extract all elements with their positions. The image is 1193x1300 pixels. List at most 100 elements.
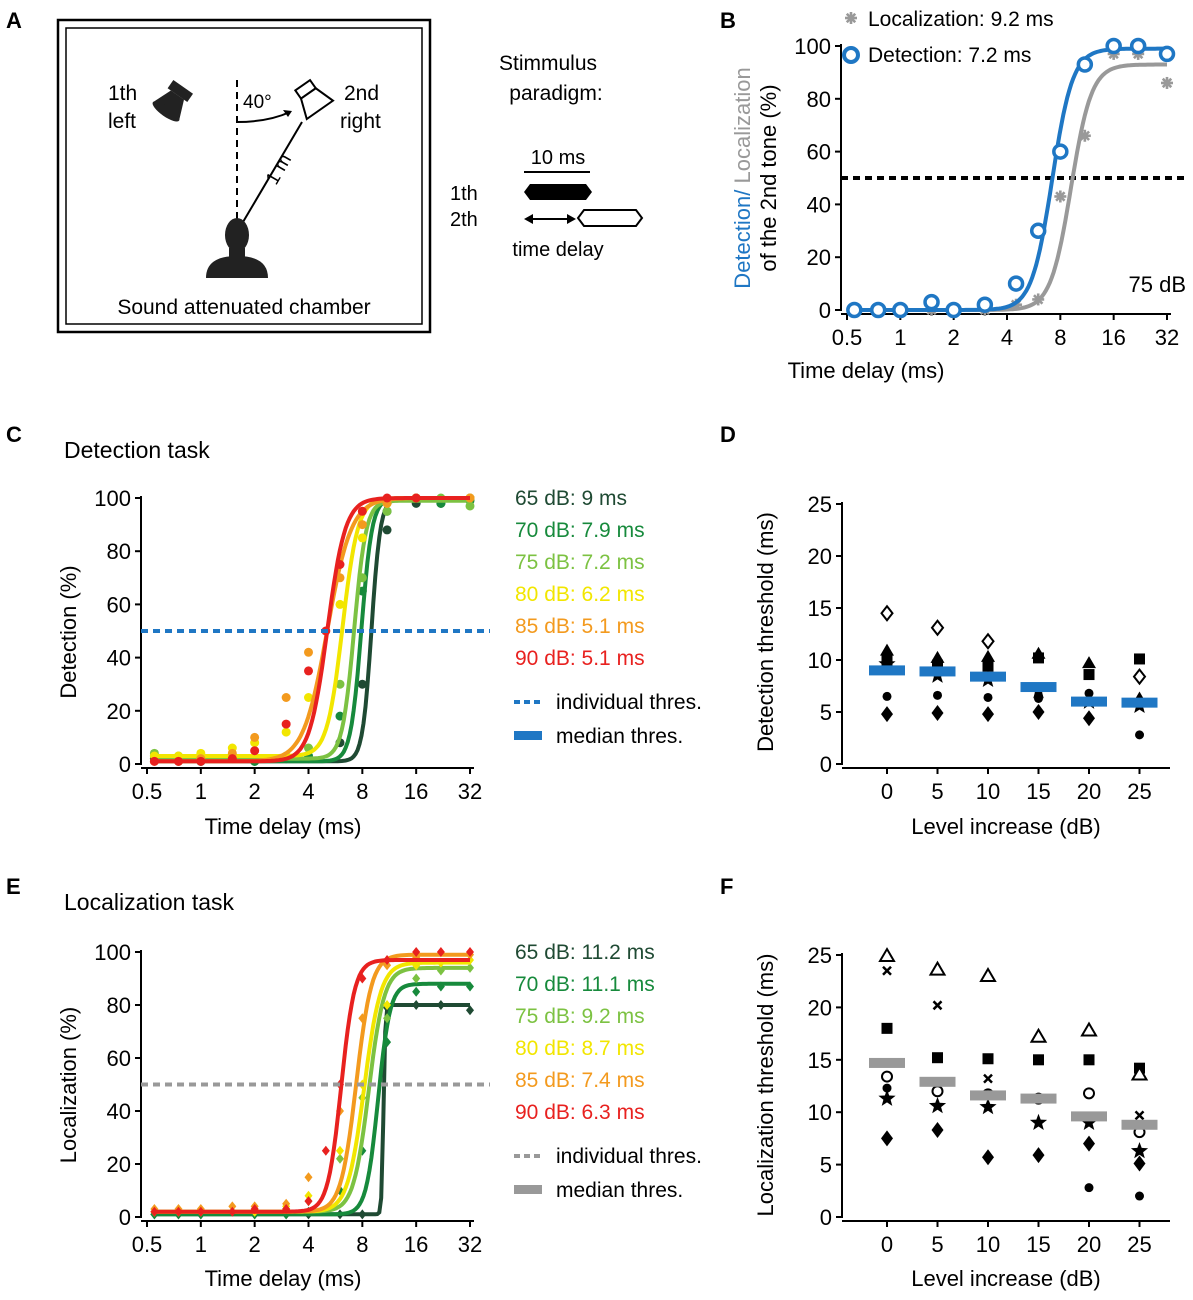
d-y-tick-label: 15	[808, 596, 832, 621]
speaker2-label-2: right	[340, 110, 381, 133]
b-ylabel-localization: Localization	[730, 67, 755, 189]
panel-d-axes: 0 5 10 15 20 25 0 5 10 15 20 25	[808, 492, 1170, 804]
b-localization-fit-line	[854, 62, 1167, 312]
e-legend-entry-2: 75 dB: 9.2 ms	[515, 1005, 645, 1028]
b-ylabel-group: Detection/ Localization	[730, 67, 755, 288]
b-localization-point	[1078, 129, 1091, 142]
e-series-1-point	[436, 981, 445, 992]
e-legend-individual: individual thres.	[556, 1145, 702, 1168]
d-point-triangle	[981, 649, 995, 662]
panel-letter-b: B	[720, 8, 736, 33]
d-ylabel: Detection threshold (ms)	[753, 512, 778, 752]
d-point-star	[878, 655, 896, 672]
e-series-0-point	[436, 1000, 445, 1010]
c-series-5-point	[357, 506, 367, 516]
c-series-2-point	[382, 506, 392, 516]
delay-label: time delay	[512, 239, 603, 261]
c-series-4-point	[281, 693, 291, 702]
c-legend-median: median thres.	[556, 725, 683, 748]
b-localization-point	[1032, 293, 1045, 306]
panel-letter-e: E	[6, 874, 21, 899]
b-ylabel-line1: Detection/ Localization	[730, 67, 755, 288]
b-x-tick-label: 8	[1054, 325, 1066, 350]
b-x-tick-label: 4	[1001, 325, 1013, 350]
b-ylabel-detection: Detection/	[730, 189, 755, 289]
b-detection-point	[976, 296, 994, 313]
f-y-tick-label: 0	[820, 1205, 832, 1230]
d-point-diamond	[1083, 710, 1095, 727]
e-y-tick-label: 100	[94, 940, 131, 965]
f-point-square	[982, 1053, 994, 1065]
b-legend-star-mark	[845, 12, 857, 24]
e-x-tick-label: 1	[195, 1232, 207, 1257]
c-y-tick-label: 0	[119, 752, 131, 777]
e-series-5-point	[250, 1204, 259, 1215]
e-y-tick-label: 20	[107, 1152, 131, 1177]
c-legend: 65 dB: 9 ms 70 dB: 7.9 ms 75 dB: 7.2 ms 80 …	[514, 487, 702, 748]
duration-label: 10 ms	[531, 147, 585, 169]
b-localization-point-stroke	[1033, 294, 1044, 305]
c-legend-entry-2: 75 dB: 7.2 ms	[515, 551, 645, 574]
tone1-label: 1th	[450, 183, 478, 205]
e-series-5-point	[436, 947, 445, 957]
chamber-label: Sound attenuated chamber	[117, 296, 370, 319]
e-x-tick-label: 32	[458, 1232, 482, 1257]
e-legend-entry-4: 85 dB: 7.4 ms	[515, 1069, 645, 1092]
b-detection-point	[1007, 275, 1025, 292]
c-series-2-point	[357, 573, 367, 583]
e-series-3-point	[412, 960, 421, 971]
panel-b-marks	[841, 37, 1187, 319]
f-point-star	[928, 1096, 947, 1114]
f-point-cross-stroke	[1134, 1110, 1145, 1121]
d-median-bar	[1071, 696, 1107, 707]
b-localization-point-stroke	[1161, 77, 1173, 89]
e-series-1-point	[466, 981, 474, 992]
b-legend-circle-icon	[842, 46, 860, 64]
c-series-5-point	[227, 754, 237, 764]
d-xlabel: Level increase (dB)	[911, 814, 1101, 839]
d-median-bar	[970, 671, 1006, 682]
panel-c: C Detection task 0.5 1 2 4 8 16 32 0 20 40 60 80 100…	[6, 422, 702, 839]
c-legend-entry-0: 65 dB: 9 ms	[515, 487, 627, 510]
d-median-bar	[919, 666, 956, 677]
c-legend-entry-4: 85 dB: 5.1 ms	[515, 615, 645, 638]
speaker1-label-1: 1th	[108, 82, 137, 105]
d-y-tick-label: 25	[808, 492, 832, 517]
d-point-square	[1134, 653, 1145, 665]
c-series-5-point	[411, 493, 421, 503]
panel-a: A 1th left 2nd right 40° 1 m	[6, 8, 644, 334]
c-series-4-point	[335, 573, 345, 583]
c-x-tick-label: 4	[302, 779, 314, 804]
e-series-5-point	[383, 954, 392, 965]
panel-e: E Localization task 0.5 1 2 4 8 16 32 0 20 40 60 80…	[6, 874, 702, 1291]
panel-f-axes: 0 5 10 15 20 25 0 5 10 15 20 25	[808, 943, 1170, 1257]
e-series-4-point	[304, 1172, 313, 1183]
c-series-5-point	[335, 560, 345, 569]
c-series-4-point	[250, 732, 260, 742]
f-xlabel: Level increase (dB)	[911, 1266, 1101, 1291]
f-point-diamond	[1032, 1147, 1045, 1164]
angle-label: 40°	[243, 92, 272, 113]
d-x-tick-label: 5	[931, 779, 943, 804]
f-point-circle	[1084, 1183, 1094, 1193]
f-x-tick-label: 5	[931, 1232, 943, 1257]
c-legend-median-icon	[514, 731, 542, 740]
f-point-star	[1080, 1113, 1098, 1130]
c-xlabel: Time delay (ms)	[205, 814, 362, 839]
c-x-tick-label: 8	[356, 779, 368, 804]
f-point-square	[932, 1052, 943, 1064]
f-point-triangle-open	[1029, 1027, 1048, 1043]
c-y-tick-label: 60	[107, 592, 131, 617]
e-series-5-point	[466, 947, 474, 957]
e-legend-entry-1: 70 dB: 11.1 ms	[515, 973, 655, 996]
e-y-tick-label: 40	[107, 1099, 131, 1124]
e-series-3-point	[383, 1000, 392, 1010]
c-x-tick-label: 32	[458, 779, 482, 804]
d-point-square	[982, 660, 994, 672]
chamber-outer-frame	[56, 18, 432, 334]
c-legend-individual: individual thres.	[556, 691, 702, 714]
b-detection-point	[945, 301, 962, 319]
e-series-1-fit-line	[154, 981, 470, 1217]
b-localization-point-stroke	[1055, 191, 1066, 202]
b-detection-point	[923, 293, 940, 311]
